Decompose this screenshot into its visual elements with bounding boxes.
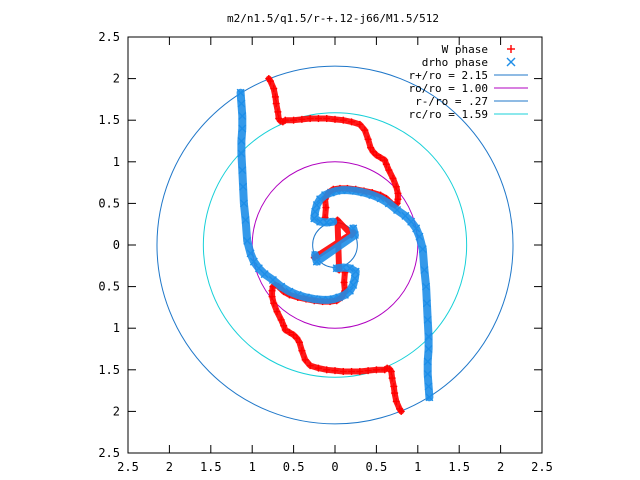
y-tick-label: 0.5: [98, 280, 120, 294]
data-points: [236, 75, 434, 415]
circle-r-1_59: [202, 112, 468, 378]
circle-r-2_15: [156, 65, 514, 425]
legend-label: W phase: [442, 43, 488, 56]
x-tick-label: 0: [331, 460, 338, 474]
x-tick-label: 0.5: [366, 460, 388, 474]
axis-ticks: 2.5 2 1.5 1 0.5 0 0.5 1 1.5 2 2.52.521.510.500.511…: [98, 30, 553, 474]
drho-phase-band: [310, 186, 434, 402]
y-tick-label: 2: [113, 404, 120, 418]
x-tick-label: 2.5: [531, 460, 553, 474]
y-tick-label: 2.5: [98, 446, 120, 460]
chart-title: m2/n1.5/q1.5/r-+.12-j66/M1.5/512: [227, 12, 439, 25]
drho-phase-band: [311, 224, 359, 266]
y-tick-label: 1: [113, 155, 120, 169]
y-tick-label: 2: [113, 72, 120, 86]
y-tick-label: 0: [113, 238, 120, 252]
y-tick-label: 0.5: [98, 196, 120, 210]
legend-entry: r-/ro = .27: [415, 95, 528, 108]
legend-label: ro/ro = 1.00: [409, 82, 488, 95]
x-tick-label: 0.5: [283, 460, 305, 474]
legend-entry: drho phase: [422, 56, 516, 69]
x-tick-label: 1: [249, 460, 256, 474]
x-tick-label: 1.5: [448, 460, 470, 474]
legend-entry: ro/ro = 1.00: [409, 82, 528, 95]
x-tick-label: 2: [166, 460, 173, 474]
drho-phase-band: [236, 88, 360, 304]
legend-entry: rc/ro = 1.59: [409, 108, 528, 121]
y-tick-label: 2.5: [98, 30, 120, 44]
legend-label: drho phase: [422, 56, 488, 69]
x-tick-label: 2.5: [117, 460, 139, 474]
legend-entry: r+/ro = 2.15: [409, 69, 528, 82]
x-tick-label: 1: [414, 460, 421, 474]
legend-entry: W phase: [442, 43, 515, 56]
legend-label: r-/ro = .27: [415, 95, 488, 108]
x-tick-label: 1.5: [200, 460, 222, 474]
legend-label: rc/ro = 1.59: [409, 108, 488, 121]
y-tick-label: 1: [113, 321, 120, 335]
legend-label: r+/ro = 2.15: [409, 69, 488, 82]
y-tick-label: 1.5: [98, 363, 120, 377]
y-tick-label: 1.5: [98, 113, 120, 127]
x-tick-label: 2: [497, 460, 504, 474]
